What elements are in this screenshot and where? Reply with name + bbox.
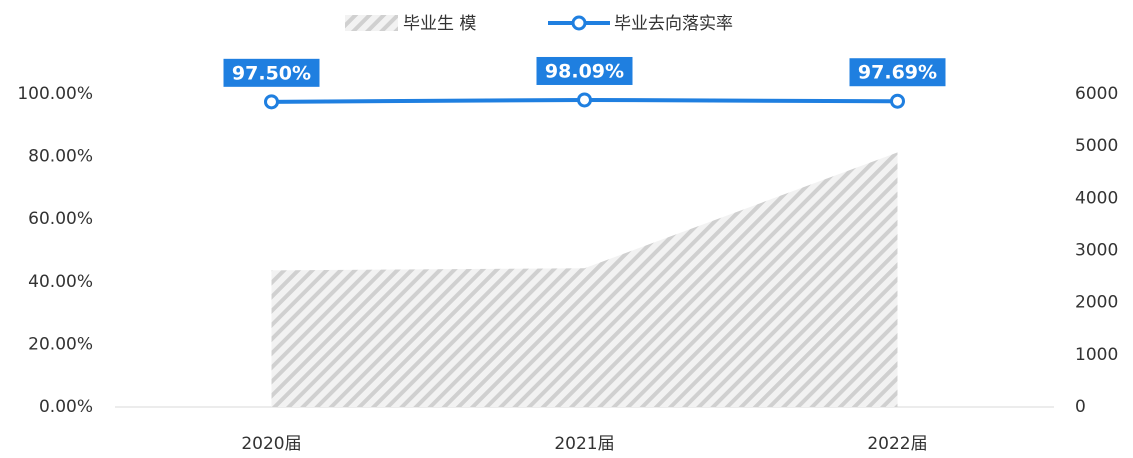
data-label-bg xyxy=(536,56,633,85)
y2-tick-label: 1000 xyxy=(1075,345,1118,365)
y-tick-label: 20.00% xyxy=(28,334,93,354)
x-tick-label: 2020届 xyxy=(241,434,301,454)
data-label: 97.69% xyxy=(858,62,937,84)
y-tick-label: 0.00% xyxy=(39,397,93,417)
y-tick-label: 40.00% xyxy=(28,272,93,292)
legend-marker xyxy=(571,15,587,31)
legend-label: 毕业生 模 xyxy=(403,14,476,34)
y2-tick-label: 3000 xyxy=(1075,241,1118,261)
y2-tick-label: 6000 xyxy=(1075,84,1118,104)
area xyxy=(271,152,898,407)
y-tick-label: 60.00% xyxy=(28,209,93,229)
point xyxy=(264,94,279,110)
data-label: 98.09% xyxy=(545,60,624,82)
x-tick-label: 2021届 xyxy=(554,434,614,454)
data-label-bg xyxy=(849,58,946,87)
legend-swatch xyxy=(345,15,398,31)
x-tick-label: 2022届 xyxy=(867,434,927,454)
legend-label: 毕业去向落实率 xyxy=(614,14,733,34)
y-tick-label: 80.00% xyxy=(28,147,93,167)
point xyxy=(890,93,905,109)
data-label-bg xyxy=(223,58,320,87)
point xyxy=(577,92,592,108)
data-label: 97.50% xyxy=(232,62,311,84)
y2-tick-label: 2000 xyxy=(1075,293,1118,313)
y-tick-label: 100.00% xyxy=(17,84,93,104)
y2-tick-label: 4000 xyxy=(1075,188,1118,208)
y2-tick-label: 5000 xyxy=(1075,136,1118,156)
y2-tick-label: 0 xyxy=(1075,397,1086,417)
